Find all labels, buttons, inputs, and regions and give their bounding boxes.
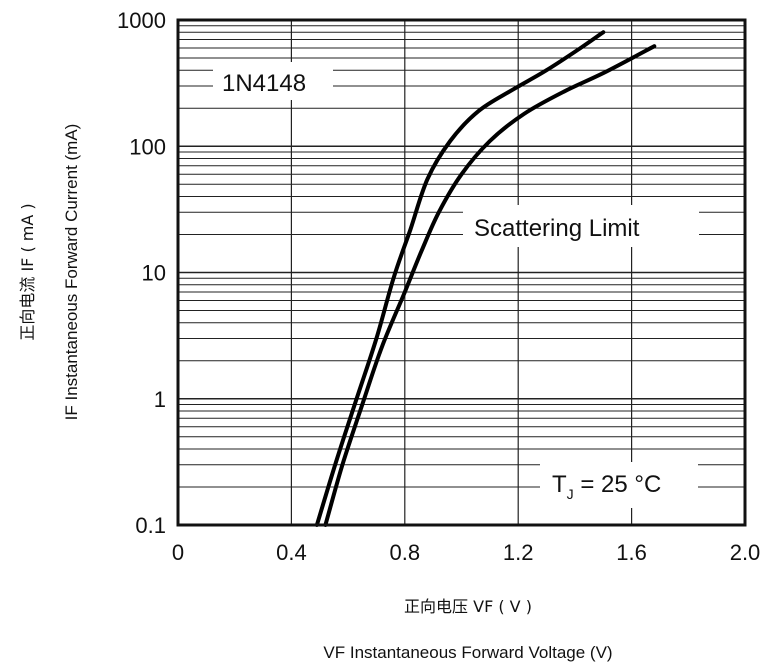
scatter-label-bg	[463, 205, 699, 247]
annotations: 1N4148 Scattering Limit TJ = 25 °C	[213, 62, 699, 508]
x-axis-label-cn: 正向电压 VF ( V )	[404, 597, 532, 616]
x-tick-label: 1.6	[616, 540, 647, 565]
x-tick-label: 2.0	[730, 540, 761, 565]
temperature-prefix: T	[552, 471, 567, 498]
x-tick-label: 0.8	[390, 540, 421, 565]
y-tick-label: 1	[154, 387, 166, 412]
device-label: 1N4148	[222, 70, 306, 97]
y-axis-label: IF Instantaneous Forward Current (mA)	[62, 124, 81, 421]
tick-labels: 0 0.4 0.8 1.2 1.6 2.0 0.1 1 10 100 1000	[117, 8, 760, 565]
temperature-value: = 25 °C	[574, 471, 662, 498]
temperature-subscript: J	[567, 486, 574, 502]
y-tick-label: 10	[142, 261, 166, 286]
scatter-label: Scattering Limit	[474, 215, 640, 242]
temperature-label: TJ = 25 °C	[552, 471, 661, 502]
x-tick-label: 0.4	[276, 540, 307, 565]
device-label-bg	[213, 62, 333, 100]
series-group	[314, 30, 657, 527]
x-tick-label: 0	[172, 540, 184, 565]
y-tick-label: 100	[129, 134, 166, 159]
y-tick-label: 0.1	[135, 513, 166, 538]
series-line-1	[314, 30, 606, 527]
x-tick-label: 1.2	[503, 540, 534, 565]
temperature-label-bg	[540, 462, 698, 508]
plot-frame	[176, 18, 747, 527]
series-line-2	[323, 44, 657, 527]
y-axis-label-cn: 正向电流 IF ( mA )	[18, 203, 37, 340]
y-tick-label: 1000	[117, 8, 166, 33]
x-axis-label: VF Instantaneous Forward Voltage (V)	[323, 643, 612, 662]
